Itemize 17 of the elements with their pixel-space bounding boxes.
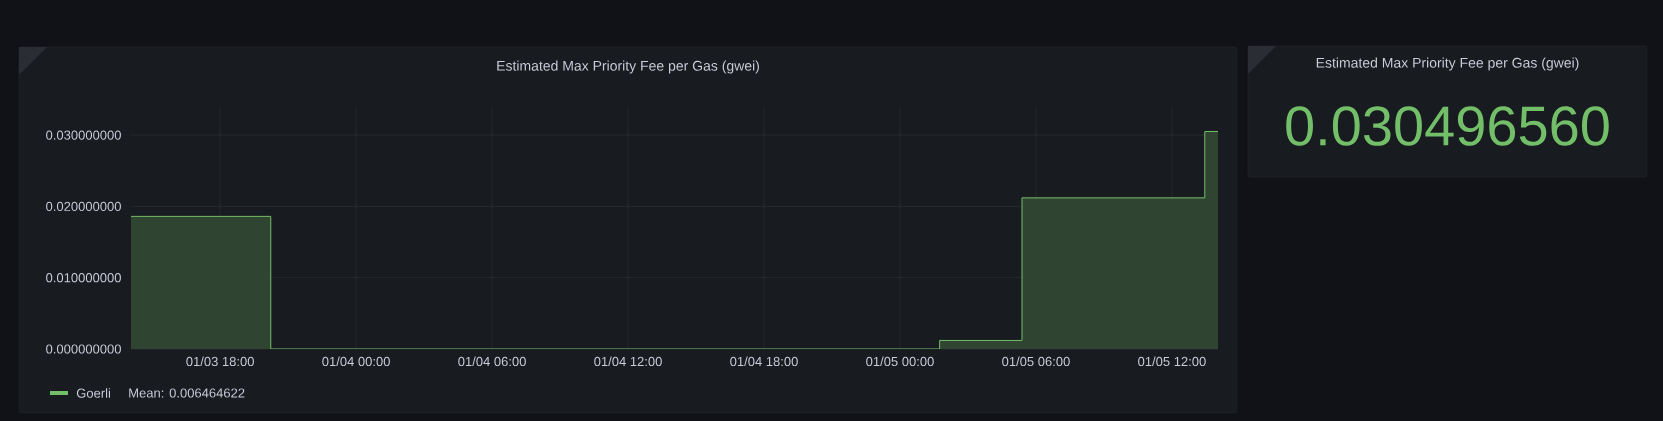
x-tick-label: 01/05 06:00 — [1002, 356, 1070, 367]
y-tick-label: 0.010000000 — [46, 273, 121, 283]
text: 0.030496560 — [1286, 106, 1609, 146]
x-tick-label: 01/03 18:00 — [186, 356, 254, 367]
x-tick-label: 01/04 18:00 — [730, 356, 798, 367]
x-tick-label: 01/04 12:00 — [594, 356, 662, 367]
x-tick-label: 01/04 00:00 — [322, 356, 390, 367]
x-tick-label: 01/05 12:00 — [1138, 356, 1206, 367]
y-tick-label: 0.030000000 — [46, 130, 121, 140]
text: Mean: 0.006464622 — [129, 388, 245, 398]
legend-label: Goerli — [76, 388, 111, 398]
text: Estimated Max Priority Fee per Gas (gwei) — [1316, 57, 1579, 71]
y-tick-label: 0.020000000 — [46, 201, 121, 211]
x-tick-label: 01/05 00:00 — [866, 356, 934, 367]
chart-title: Estimated Max Priority Fee per Gas (gwei) — [497, 60, 759, 74]
y-tick-label: 0.000000000 — [46, 344, 121, 354]
x-tick-label: 01/04 06:00 — [458, 356, 526, 367]
